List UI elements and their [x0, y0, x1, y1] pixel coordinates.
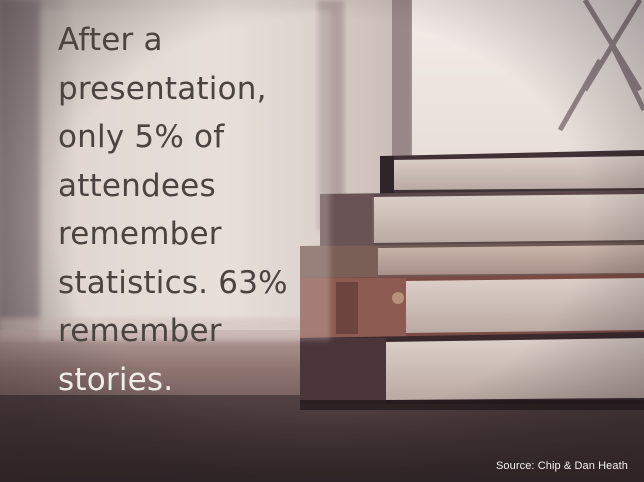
quote-line: only 5% of	[58, 119, 225, 155]
quote-line: remember	[58, 313, 222, 349]
quote-line: statistics. 63%	[58, 264, 288, 301]
quote-line: presentation,	[58, 70, 267, 107]
source-credit: Source: Chip & Dan Heath	[495, 460, 628, 472]
quote-line: remember	[58, 216, 222, 252]
quote-line: attendees	[58, 167, 216, 204]
quote-text: After a presentation, only 5% of attende…	[58, 16, 348, 404]
quote-line-last: stories.	[58, 361, 174, 398]
quote-line: After a	[58, 22, 163, 58]
